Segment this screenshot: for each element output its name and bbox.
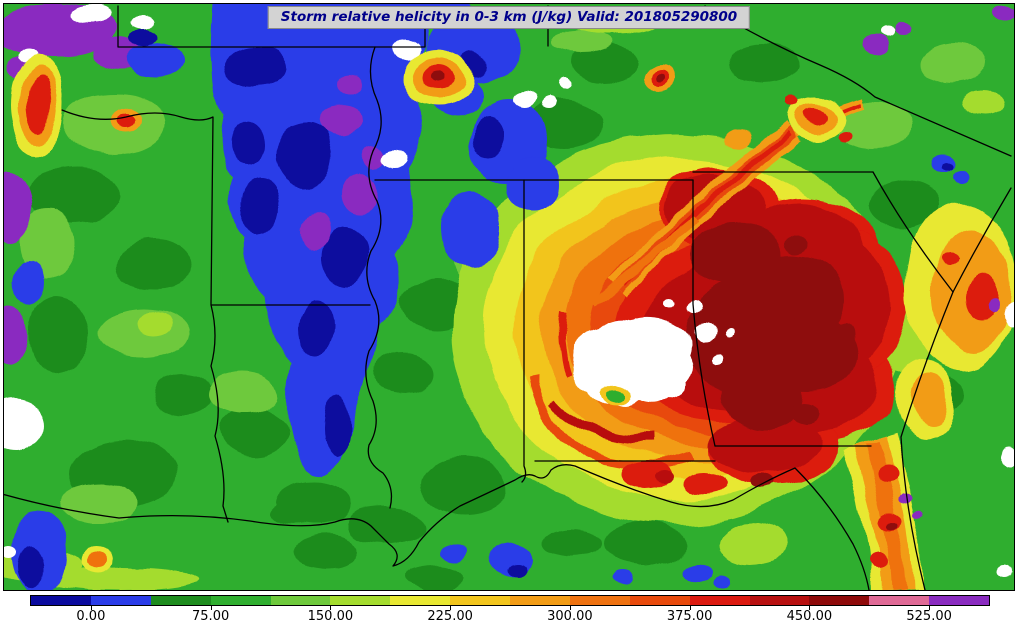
colorbar-tick-label: 225.00 [427,609,473,624]
mississippi-river-line [365,46,393,509]
colorbar-segment [330,596,391,605]
colorbar-segment [809,596,870,605]
colorbar-ticks: 0.00 75.00 150.00 225.00 300.00 375.00 450.00 5… [31,595,989,629]
colorbar-tick [809,606,811,610]
colorbar-segment [90,596,151,605]
colorbar-segment [390,596,451,605]
colorbar-tick-label: 150.00 [307,609,354,624]
colorbar-segment [689,596,750,605]
colorbar-segment [450,596,510,605]
colorbar-segment [150,596,211,605]
colorbar-segment [629,596,690,605]
helicity-field-svg [4,4,1014,590]
colorbar-segment [869,596,930,605]
plot-title: Storm relative helicity in 0-3 km (J/kg)… [267,6,751,29]
colorbar-tick [90,606,92,610]
colorbar-tick [210,606,212,610]
helicity-field-blobs [4,4,1014,590]
colorbar-tick [689,606,691,610]
colorbar-tick [330,606,332,610]
colorbar-segment [31,596,91,605]
colorbar-segment [510,596,570,605]
colorbar-tick-label: 450.00 [786,609,833,624]
colorbar-segment [569,596,630,605]
colorbar [30,595,990,606]
helicity-map [3,3,1015,591]
state-boundaries [4,5,1012,590]
colorbar-tick-label: 0.00 [76,609,106,624]
colorbar-tick-label: 75.00 [192,609,230,624]
colorbar-segment [749,596,810,605]
colorbar-segment [210,596,271,605]
colorbar-tick-label: 300.00 [547,609,593,624]
atlantic-coastline [900,187,1012,590]
colorbar-tick-label: 525.00 [906,609,952,624]
colorbar-tick [450,606,452,610]
colorbar-tick-label: 375.00 [666,609,713,624]
gulf-coastline [4,464,870,590]
colorbar-tick [569,606,571,610]
colorbar-segment [929,596,989,605]
colorbar-segment [270,596,331,605]
colorbar-tick [929,606,931,610]
